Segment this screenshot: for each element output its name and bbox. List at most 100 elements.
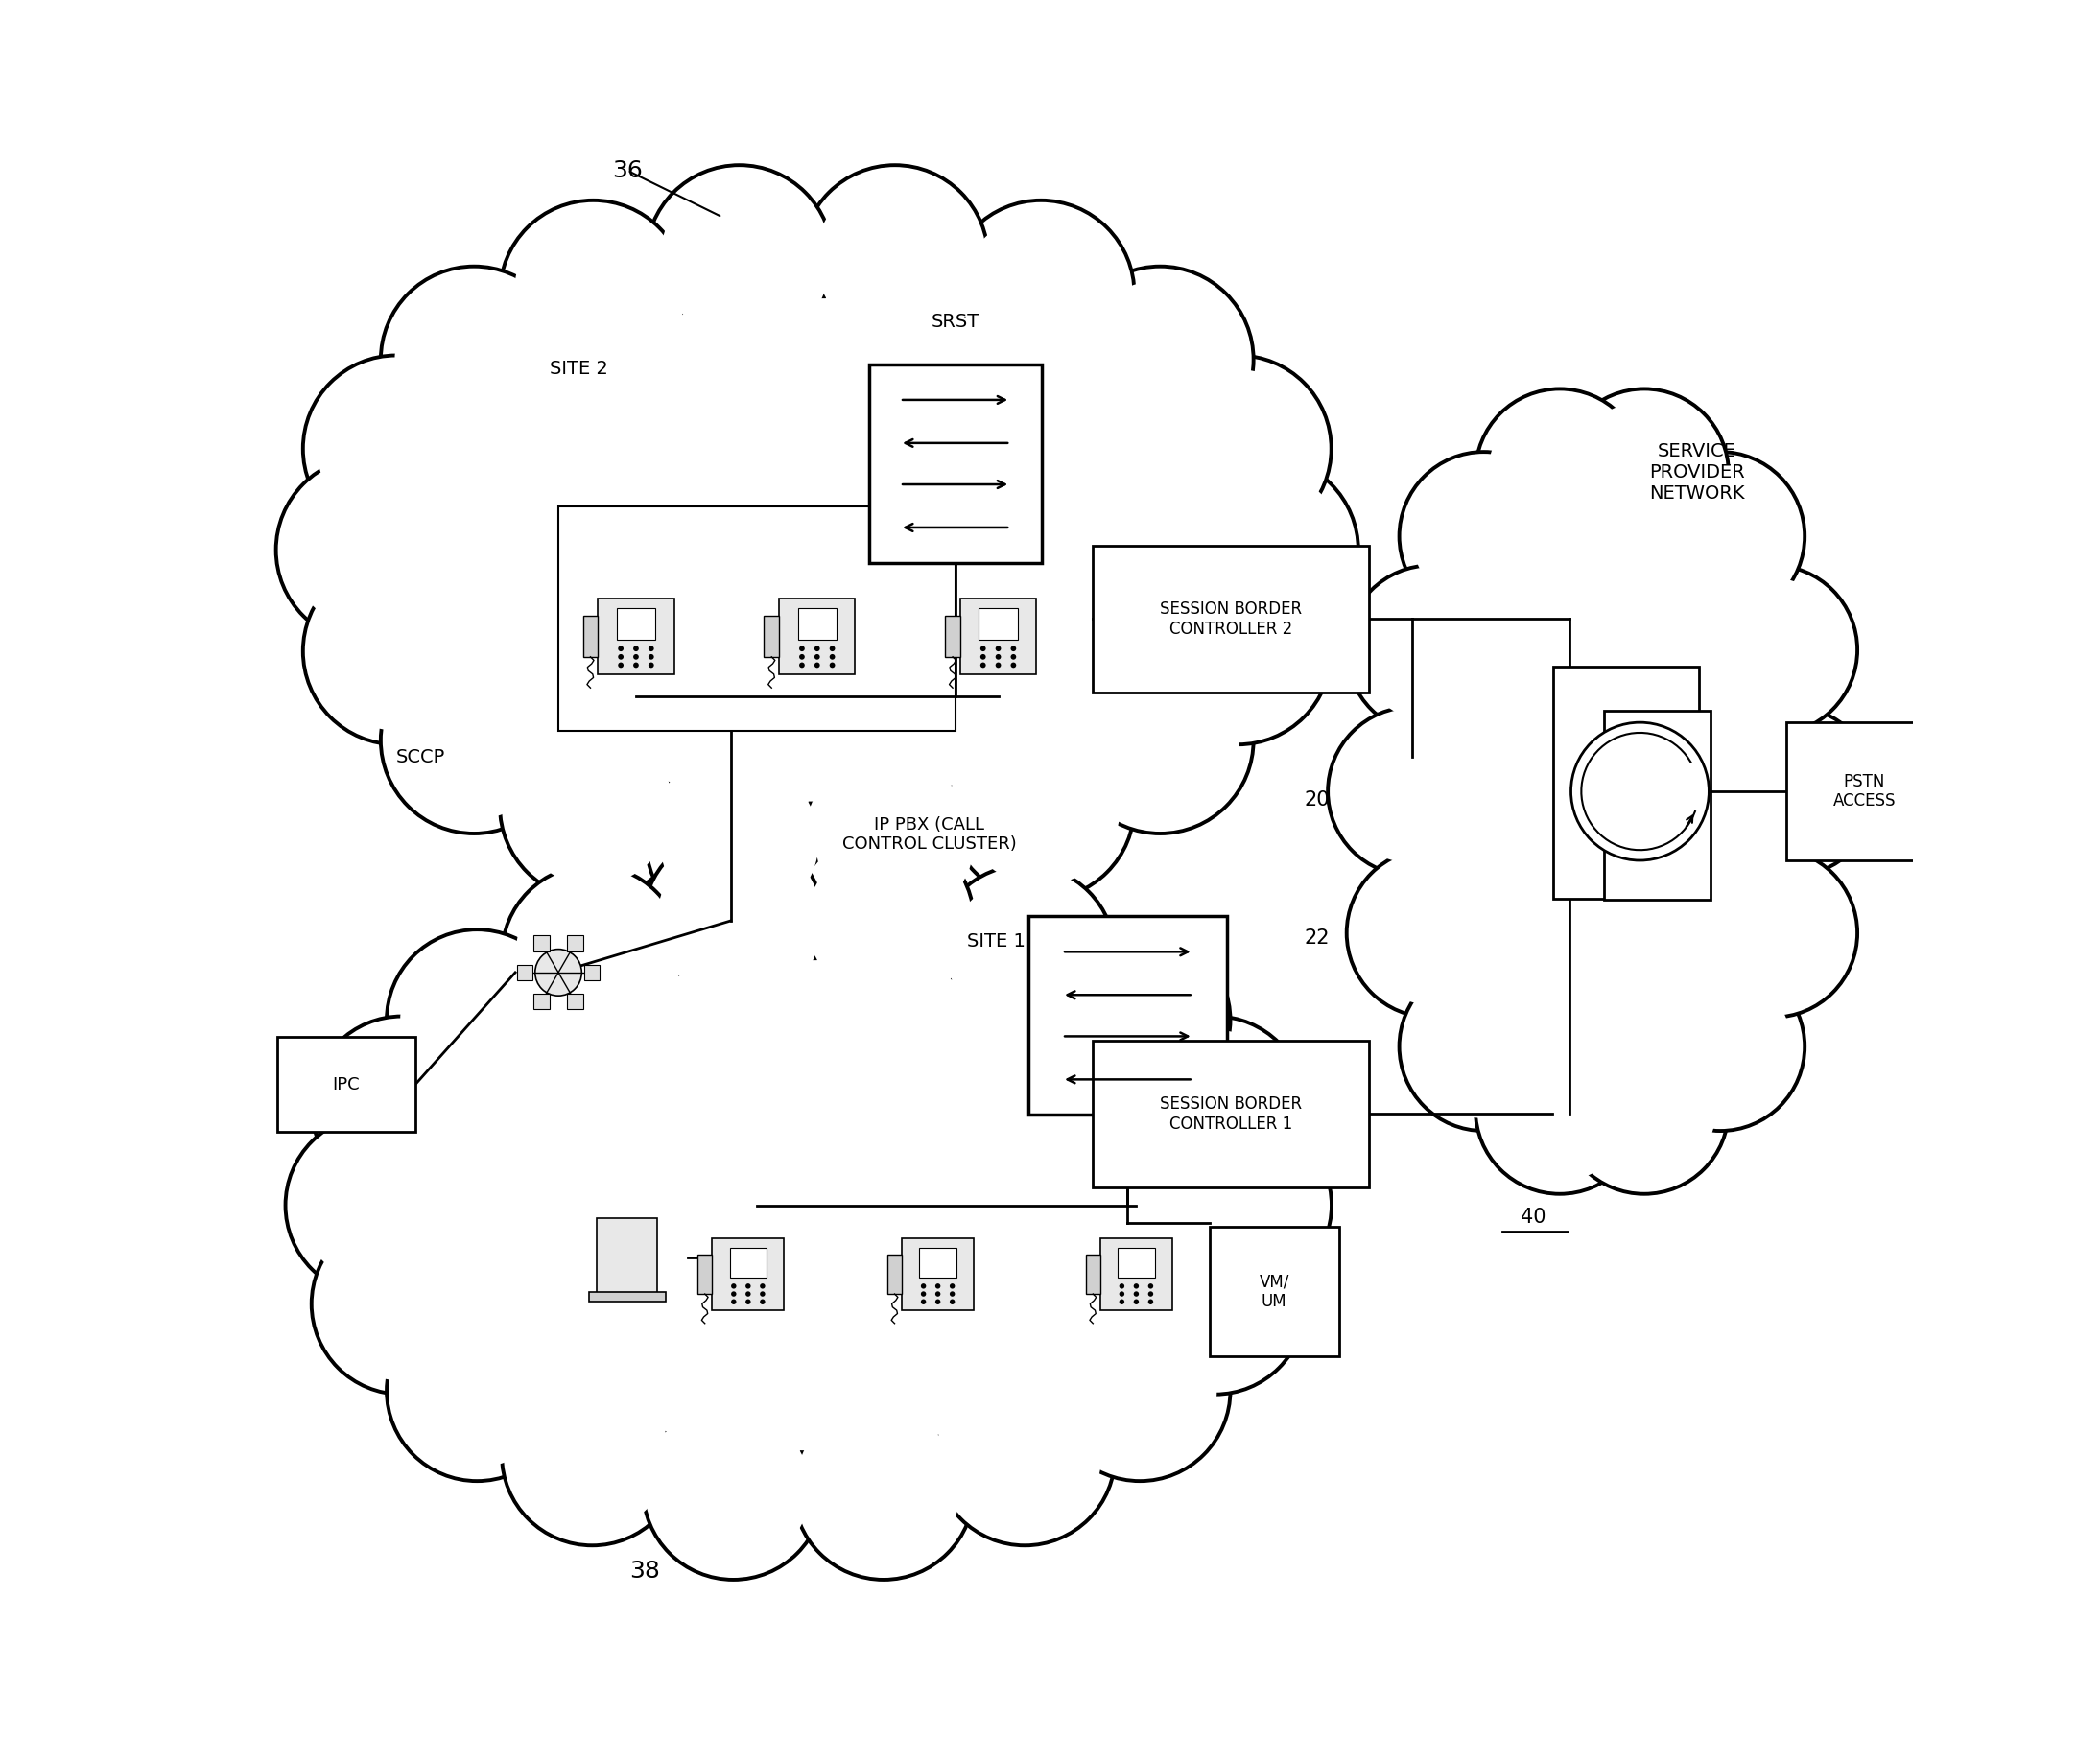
- Circle shape: [1151, 1114, 1331, 1297]
- Circle shape: [815, 179, 974, 337]
- Ellipse shape: [441, 959, 1176, 1451]
- Circle shape: [634, 653, 638, 660]
- Circle shape: [380, 266, 567, 454]
- Bar: [888, 1255, 901, 1295]
- Circle shape: [802, 747, 989, 935]
- Circle shape: [643, 831, 823, 1012]
- Bar: [1100, 1237, 1172, 1310]
- Circle shape: [1119, 1291, 1124, 1297]
- Circle shape: [1340, 720, 1485, 864]
- Text: 22: 22: [1304, 928, 1329, 947]
- Text: 20: 20: [1304, 791, 1329, 810]
- Circle shape: [947, 879, 1102, 1032]
- Circle shape: [1560, 1025, 1728, 1194]
- Circle shape: [617, 653, 624, 660]
- Circle shape: [962, 726, 1121, 886]
- Text: SITE 1: SITE 1: [968, 932, 1025, 951]
- Circle shape: [1186, 471, 1344, 629]
- Circle shape: [647, 747, 834, 935]
- Circle shape: [395, 660, 554, 820]
- Circle shape: [802, 165, 989, 351]
- Circle shape: [649, 647, 653, 652]
- Circle shape: [934, 1283, 941, 1288]
- Circle shape: [1010, 647, 1016, 652]
- Bar: [731, 1248, 766, 1277]
- Circle shape: [830, 647, 836, 652]
- Bar: [1117, 1248, 1155, 1277]
- Circle shape: [920, 1291, 926, 1297]
- Circle shape: [386, 930, 567, 1111]
- Circle shape: [401, 1314, 554, 1467]
- Circle shape: [514, 214, 672, 374]
- Circle shape: [514, 879, 670, 1032]
- Circle shape: [514, 1378, 670, 1531]
- Bar: [920, 1248, 956, 1277]
- Circle shape: [949, 1283, 956, 1288]
- Circle shape: [401, 944, 554, 1097]
- Bar: [1094, 1041, 1369, 1187]
- Circle shape: [514, 726, 672, 886]
- Circle shape: [815, 653, 819, 660]
- Circle shape: [1359, 862, 1504, 1005]
- Circle shape: [311, 1213, 491, 1394]
- Text: IP PBX (CALL
CONTROL CLUSTER): IP PBX (CALL CONTROL CLUSTER): [842, 815, 1016, 853]
- Bar: [712, 1237, 783, 1310]
- Bar: [596, 1218, 657, 1297]
- Text: SERVICE
PROVIDER
NETWORK: SERVICE PROVIDER NETWORK: [1648, 441, 1745, 502]
- Ellipse shape: [393, 269, 1243, 831]
- Bar: [697, 1255, 712, 1295]
- Circle shape: [1067, 266, 1254, 454]
- Bar: [617, 608, 655, 640]
- Circle shape: [1359, 579, 1504, 721]
- Circle shape: [1119, 1300, 1124, 1305]
- Circle shape: [995, 662, 1002, 667]
- Bar: [533, 935, 550, 951]
- Circle shape: [1476, 389, 1644, 558]
- Circle shape: [634, 662, 638, 667]
- Bar: [979, 608, 1018, 640]
- Text: SESSION BORDER
CONTROLLER 2: SESSION BORDER CONTROLLER 2: [1159, 600, 1302, 638]
- Circle shape: [1688, 848, 1856, 1017]
- Circle shape: [745, 1283, 750, 1288]
- Bar: [1086, 1255, 1100, 1295]
- Circle shape: [800, 647, 804, 652]
- Circle shape: [1636, 452, 1804, 620]
- Circle shape: [949, 1300, 956, 1305]
- Circle shape: [1411, 975, 1556, 1118]
- Circle shape: [947, 1378, 1102, 1531]
- Circle shape: [981, 653, 985, 660]
- Circle shape: [1119, 1283, 1124, 1288]
- Bar: [1029, 916, 1226, 1114]
- Circle shape: [502, 1364, 682, 1545]
- Circle shape: [1082, 660, 1239, 820]
- Circle shape: [1082, 280, 1239, 440]
- Text: PSTN
ACCESS: PSTN ACCESS: [1833, 773, 1896, 810]
- Circle shape: [1720, 720, 1863, 864]
- Circle shape: [1571, 723, 1709, 860]
- Circle shape: [1648, 464, 1791, 608]
- Circle shape: [1688, 565, 1856, 733]
- Circle shape: [800, 662, 804, 667]
- Circle shape: [659, 179, 819, 337]
- Ellipse shape: [397, 932, 1220, 1479]
- Circle shape: [760, 1283, 764, 1288]
- Circle shape: [647, 165, 834, 351]
- Circle shape: [947, 713, 1134, 900]
- Circle shape: [1050, 930, 1231, 1111]
- Circle shape: [302, 558, 489, 744]
- Circle shape: [317, 370, 477, 528]
- Circle shape: [286, 1114, 466, 1297]
- Circle shape: [731, 1283, 737, 1288]
- Circle shape: [962, 214, 1121, 374]
- Circle shape: [934, 1300, 941, 1305]
- Bar: [533, 994, 550, 1010]
- Circle shape: [1489, 401, 1632, 546]
- Ellipse shape: [437, 299, 1197, 801]
- Bar: [869, 365, 1042, 563]
- Circle shape: [657, 1413, 811, 1566]
- Circle shape: [949, 1291, 956, 1297]
- Circle shape: [502, 866, 682, 1046]
- Circle shape: [536, 949, 582, 996]
- Circle shape: [1159, 572, 1317, 730]
- Circle shape: [643, 1399, 823, 1580]
